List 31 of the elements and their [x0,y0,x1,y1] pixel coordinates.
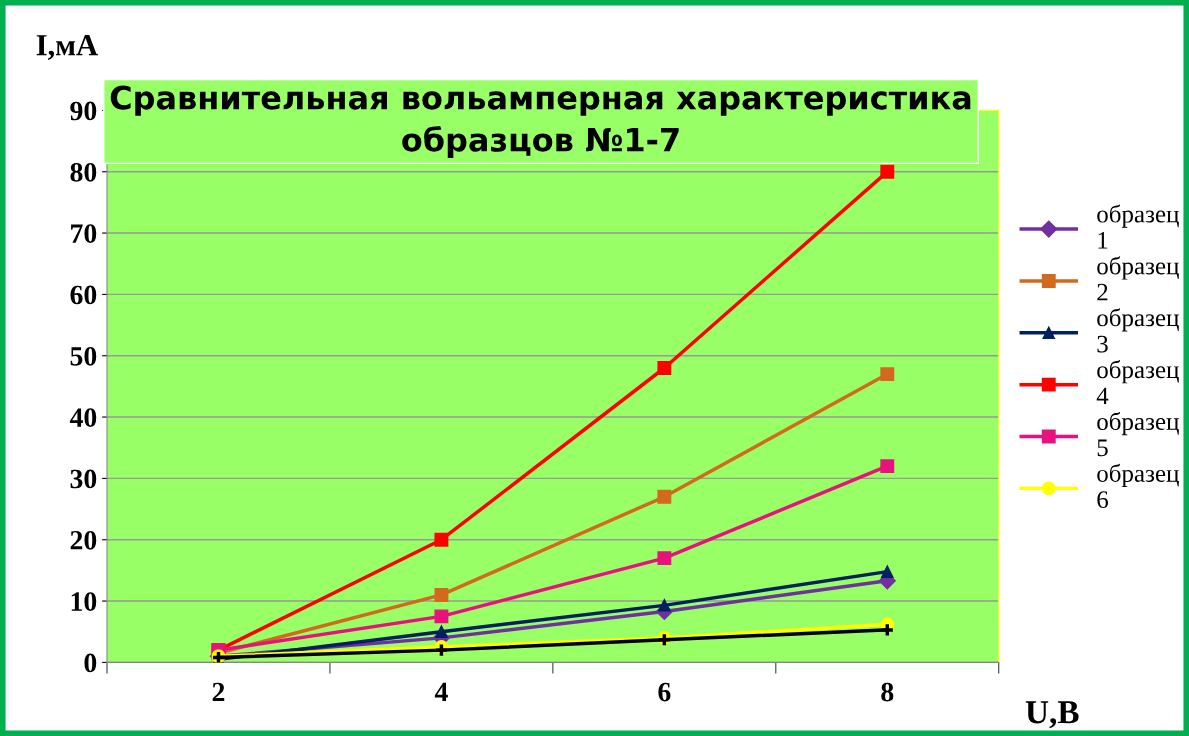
point [434,609,449,624]
point [880,367,895,382]
legend-label: образец 6 [1097,463,1179,509]
point [880,622,895,638]
point [881,565,894,578]
point [657,361,672,375]
y-tick-label: 40 [69,408,97,427]
y-tick-label: 20 [70,530,97,550]
y-tick-label: 50 [70,346,97,366]
y-tick-label: 0 [84,653,97,673]
point [880,459,895,474]
point [658,599,671,612]
x-axis-title: U,В [1025,701,1079,729]
x-tick-label: 2 [212,682,225,702]
point [434,532,449,547]
point [434,587,449,602]
y-axis-title: I,мА [36,35,98,60]
y-tick-label: 70 [71,224,97,243]
x-tick-label: 4 [434,682,448,702]
y-tick-label: 10 [71,592,97,611]
y-tick-label: 30 [70,469,97,489]
point [657,489,672,504]
x-tick-label: 8 [881,682,894,702]
y-tick-label: 90 [70,101,97,121]
point [657,551,672,566]
x-tick-label: 6 [658,682,671,702]
point [880,164,895,179]
chart-title: Сравнительная вольамперная характеристика образцов №1-7 [110,85,971,158]
y-tick-label: 60 [70,285,97,305]
point [435,625,448,638]
y-tick-label: 80 [70,162,97,182]
